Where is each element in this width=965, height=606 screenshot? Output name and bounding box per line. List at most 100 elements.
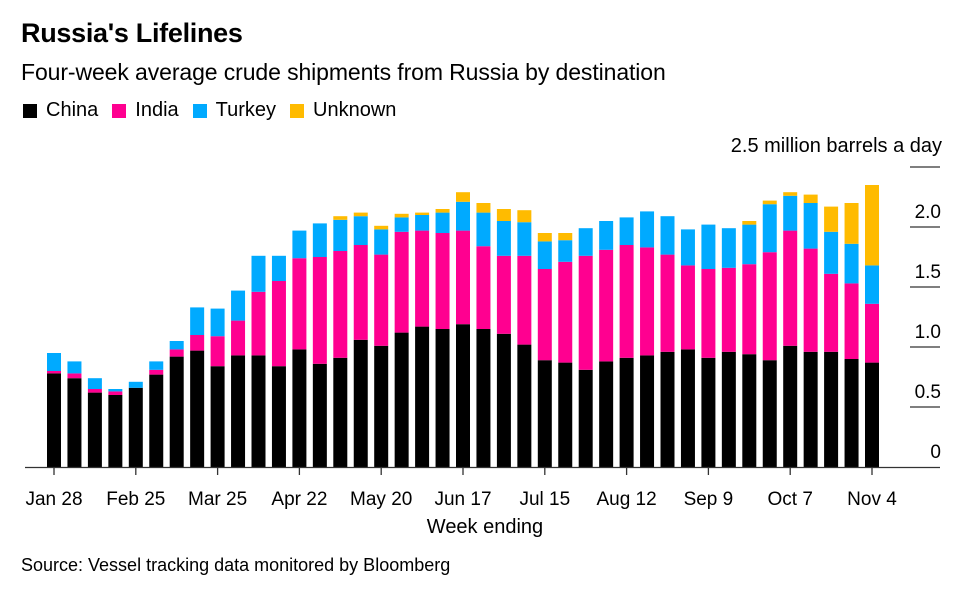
bar-segment-china: Aug 26 China: 0.96 xyxy=(660,351,675,467)
bar-segment-china: May 27 China: 1.12 xyxy=(394,332,409,467)
bar-segment-unknown: Jun 24 Unknown: 0.08 xyxy=(476,203,491,213)
bar-segment-india: May 6 India: 0.89 xyxy=(333,251,348,358)
bar-segment-china: Aug 19 China: 0.93 xyxy=(640,355,655,467)
bar-segment-china: Jul 29 China: 0.81 xyxy=(578,369,593,467)
bar-segment-china: Jun 3 China: 1.17 xyxy=(415,326,430,467)
bar-segment-turkey: Mar 11 Turkey: 0.07 xyxy=(169,341,184,350)
legend-swatch-india xyxy=(112,103,127,118)
bar-segment-china: May 13 China: 1.06 xyxy=(353,339,368,467)
bar-segment-china: Apr 22 China: 0.98 xyxy=(292,349,307,467)
bar-segment-china: May 20 China: 1.01 xyxy=(374,345,389,467)
bar-segment-india: Mar 25 India: 0.25 xyxy=(210,336,225,367)
bar-stack: Jun 10 China: 1.15Jun 10 India: 0.8Jun 1… xyxy=(435,209,450,467)
x-axis: Jan 28 Feb 25 Mar 25 Apr 22 May 20 Jun 17 Jul … xyxy=(25,466,940,510)
bar-stack: Apr 29 China: 0.86Apr 29 India: 0.89Apr … xyxy=(312,223,327,467)
bar-stack: Aug 26 China: 0.96Aug 26 India: 0.81Aug … xyxy=(660,216,675,467)
bar-segment-india: Feb 4 India: 0.04 xyxy=(67,373,82,379)
bar-segment-turkey: Aug 19 Turkey: 0.3 xyxy=(640,211,655,248)
bar-segment-india: Oct 14 India: 0.86 xyxy=(803,248,818,352)
bar-stack: Oct 14 China: 0.96Oct 14 India: 0.86Oct … xyxy=(803,194,818,467)
bar-segment-india: Mar 11 India: 0.06 xyxy=(169,349,184,357)
bar-segment-turkey: Feb 4 Turkey: 0.1 xyxy=(67,361,82,374)
bar-segment-india: Jan 28 India: 0.02 xyxy=(47,371,61,374)
bar-segment-india: May 27 India: 0.84 xyxy=(394,231,409,333)
chart-subtitle: Four-week average crude shipments from R… xyxy=(21,59,666,85)
bar-segment-turkey: Jul 1 Turkey: 0.29 xyxy=(496,221,511,256)
bar-segment-turkey: Jul 22 Turkey: 0.18 xyxy=(558,240,573,262)
legend-item-china: China xyxy=(23,99,98,122)
bar-segment-turkey: May 20 Turkey: 0.21 xyxy=(374,229,389,255)
y-axis: 2.0 1.5 1.0 0.5 0 xyxy=(910,166,941,463)
bar-segment-india: Oct 7 India: 0.96 xyxy=(783,230,798,346)
bar-segment-turkey: Oct 28 Turkey: 0.33 xyxy=(844,243,859,284)
y-tick-label: 1.0 xyxy=(915,322,941,343)
x-tick-label: Jul 15 xyxy=(519,489,570,510)
bar-segment-india: May 20 India: 0.76 xyxy=(374,254,389,346)
bar-stack: Mar 4 China: 0.77Mar 4 India: 0.04Mar 4 … xyxy=(149,361,164,467)
bar-segment-india: Mar 4 India: 0.04 xyxy=(149,369,164,375)
bar-segment-unknown: Sep 23 Unknown: 0.03 xyxy=(742,221,757,225)
bar-segment-india: Aug 26 India: 0.81 xyxy=(660,254,675,352)
bar-stack: Jun 24 China: 1.15Jun 24 India: 0.69 Jun … xyxy=(476,203,491,467)
bar-segment-india: Oct 21 India: 0.65 xyxy=(824,273,839,352)
bar-segment-unknown: May 13 Unknown: 0.03 xyxy=(353,212,368,217)
x-tick-label: Sep 9 xyxy=(684,489,734,510)
bar-segment-india: Aug 5 India: 0.93 xyxy=(599,249,614,362)
legend-label-turkey: Turkey xyxy=(215,99,277,121)
bar-stack: Jul 15 China: 0.89Jul 15 India: 0.76Jul … xyxy=(537,233,552,467)
bar-segment-china: Jun 17 China: 1.19 xyxy=(456,324,470,467)
bar-stack: Feb 11 China: 0.62Feb 11 India: 0.03Feb … xyxy=(87,378,102,467)
bar-segment-unknown: Oct 14 Unknown: 0.07 xyxy=(803,194,818,203)
bar-segment-china: Nov 4 China: 0.87 xyxy=(865,362,879,467)
bar-segment-unknown: Nov 4 Unknown: 0.67 xyxy=(865,185,879,266)
bar-stack: Sep 23 China: 0.94Sep 23 India: 0.75Sep … xyxy=(742,221,757,467)
bar-stack: Nov 4 China: 0.87Nov 4 India: 0.49Nov 4 … xyxy=(865,185,879,467)
bar-stack: Mar 25 China: 0.84Mar 25 India: 0.25Mar … xyxy=(210,308,225,467)
bar-segment-turkey: Oct 14 Turkey: 0.38 xyxy=(803,203,818,249)
x-tick-label: Jan 28 xyxy=(25,489,82,510)
bar-segment-china: Aug 5 China: 0.88 xyxy=(599,361,614,467)
bar-segment-china: Feb 4 China: 0.74 xyxy=(67,378,82,467)
bar-segment-india: Jun 3 India: 0.8 xyxy=(415,230,430,327)
bar-segment-india: Jun 24 India: 0.69 xyxy=(476,246,491,329)
bar-segment-unknown: May 27 Unknown: 0.03 xyxy=(394,213,409,218)
bar-segment-turkey: Apr 15 Turkey: 0.21 xyxy=(271,255,286,281)
bar-stack: Jul 1 China: 1.11Jul 1 India: 0.65Jul 1 … xyxy=(496,209,511,467)
bar-segment-china: Feb 11 China: 0.62 xyxy=(87,392,102,467)
bar-segment-china: Oct 14 China: 0.96 xyxy=(803,351,818,467)
bar-segment-india: Jul 15 India: 0.76 xyxy=(537,269,552,361)
bar-segment-china: Apr 29 China: 0.86 xyxy=(312,363,327,467)
bar-segment-india: Feb 11 India: 0.03 xyxy=(87,389,102,393)
bar-segment-unknown: May 6 Unknown: 0.03 xyxy=(333,216,348,220)
bar-segment-china: May 6 China: 0.91 xyxy=(333,357,348,467)
bar-segment-turkey: Jun 17 Turkey: 0.24 xyxy=(456,201,470,231)
bar-segment-turkey: Sep 23 Turkey: 0.33 xyxy=(742,224,757,265)
bar-segment-india: Apr 8 India: 0.53 xyxy=(251,291,266,356)
bar-segment-china: Mar 11 China: 0.92 xyxy=(169,356,184,467)
bar-segment-china: Feb 18 China: 0.6 xyxy=(108,395,123,467)
bar-segment-china: Aug 12 China: 0.91 xyxy=(619,357,634,467)
bar-segment-unknown: May 20 Unknown: 0.03 xyxy=(374,225,389,230)
bar-segment-china: Jul 8 China: 1.02 xyxy=(517,344,532,467)
bar-stack: Feb 18 China: 0.6Feb 18 India: 0.03Feb 1… xyxy=(108,389,123,467)
y-tick-label: 1.5 xyxy=(915,262,941,283)
bar-segment-turkey: Sep 16 Turkey: 0.33 xyxy=(721,228,736,268)
legend-label-china: China xyxy=(46,99,99,121)
bar-segment-india: Sep 16 India: 0.7 xyxy=(721,267,736,352)
bar-segment-unknown: Jul 22 Unknown: 0.06 xyxy=(558,233,573,241)
y-tick-label: 2.0 xyxy=(915,202,941,223)
bar-segment-india: Sep 9 India: 0.74 xyxy=(701,269,716,358)
bar-segment-unknown: Jul 8 Unknown: 0.1 xyxy=(517,210,532,223)
y-tick-label: 0 xyxy=(930,442,941,463)
bar-segment-turkey: Sep 9 Turkey: 0.37 xyxy=(701,224,716,269)
legend: China India Turkey Unknown xyxy=(23,99,410,122)
bar-segment-turkey: Oct 21 Turkey: 0.35 xyxy=(824,231,839,274)
bar-segment-india: Feb 18 India: 0.03 xyxy=(108,391,123,395)
bar-segment-turkey: Jan 28 Turkey: 0.15 xyxy=(47,353,61,371)
bar-segment-china: Jun 24 China: 1.15 xyxy=(476,329,491,467)
bar-segment-unknown: Jun 3 Unknown: 0.02 xyxy=(415,212,430,215)
bar-stack: Sep 2 China: 0.98Sep 2 India: 0.7Sep 2 T… xyxy=(680,229,695,467)
x-tick-label: Aug 12 xyxy=(596,489,656,510)
bar-segment-turkey: May 27 Turkey: 0.12 xyxy=(394,217,409,232)
